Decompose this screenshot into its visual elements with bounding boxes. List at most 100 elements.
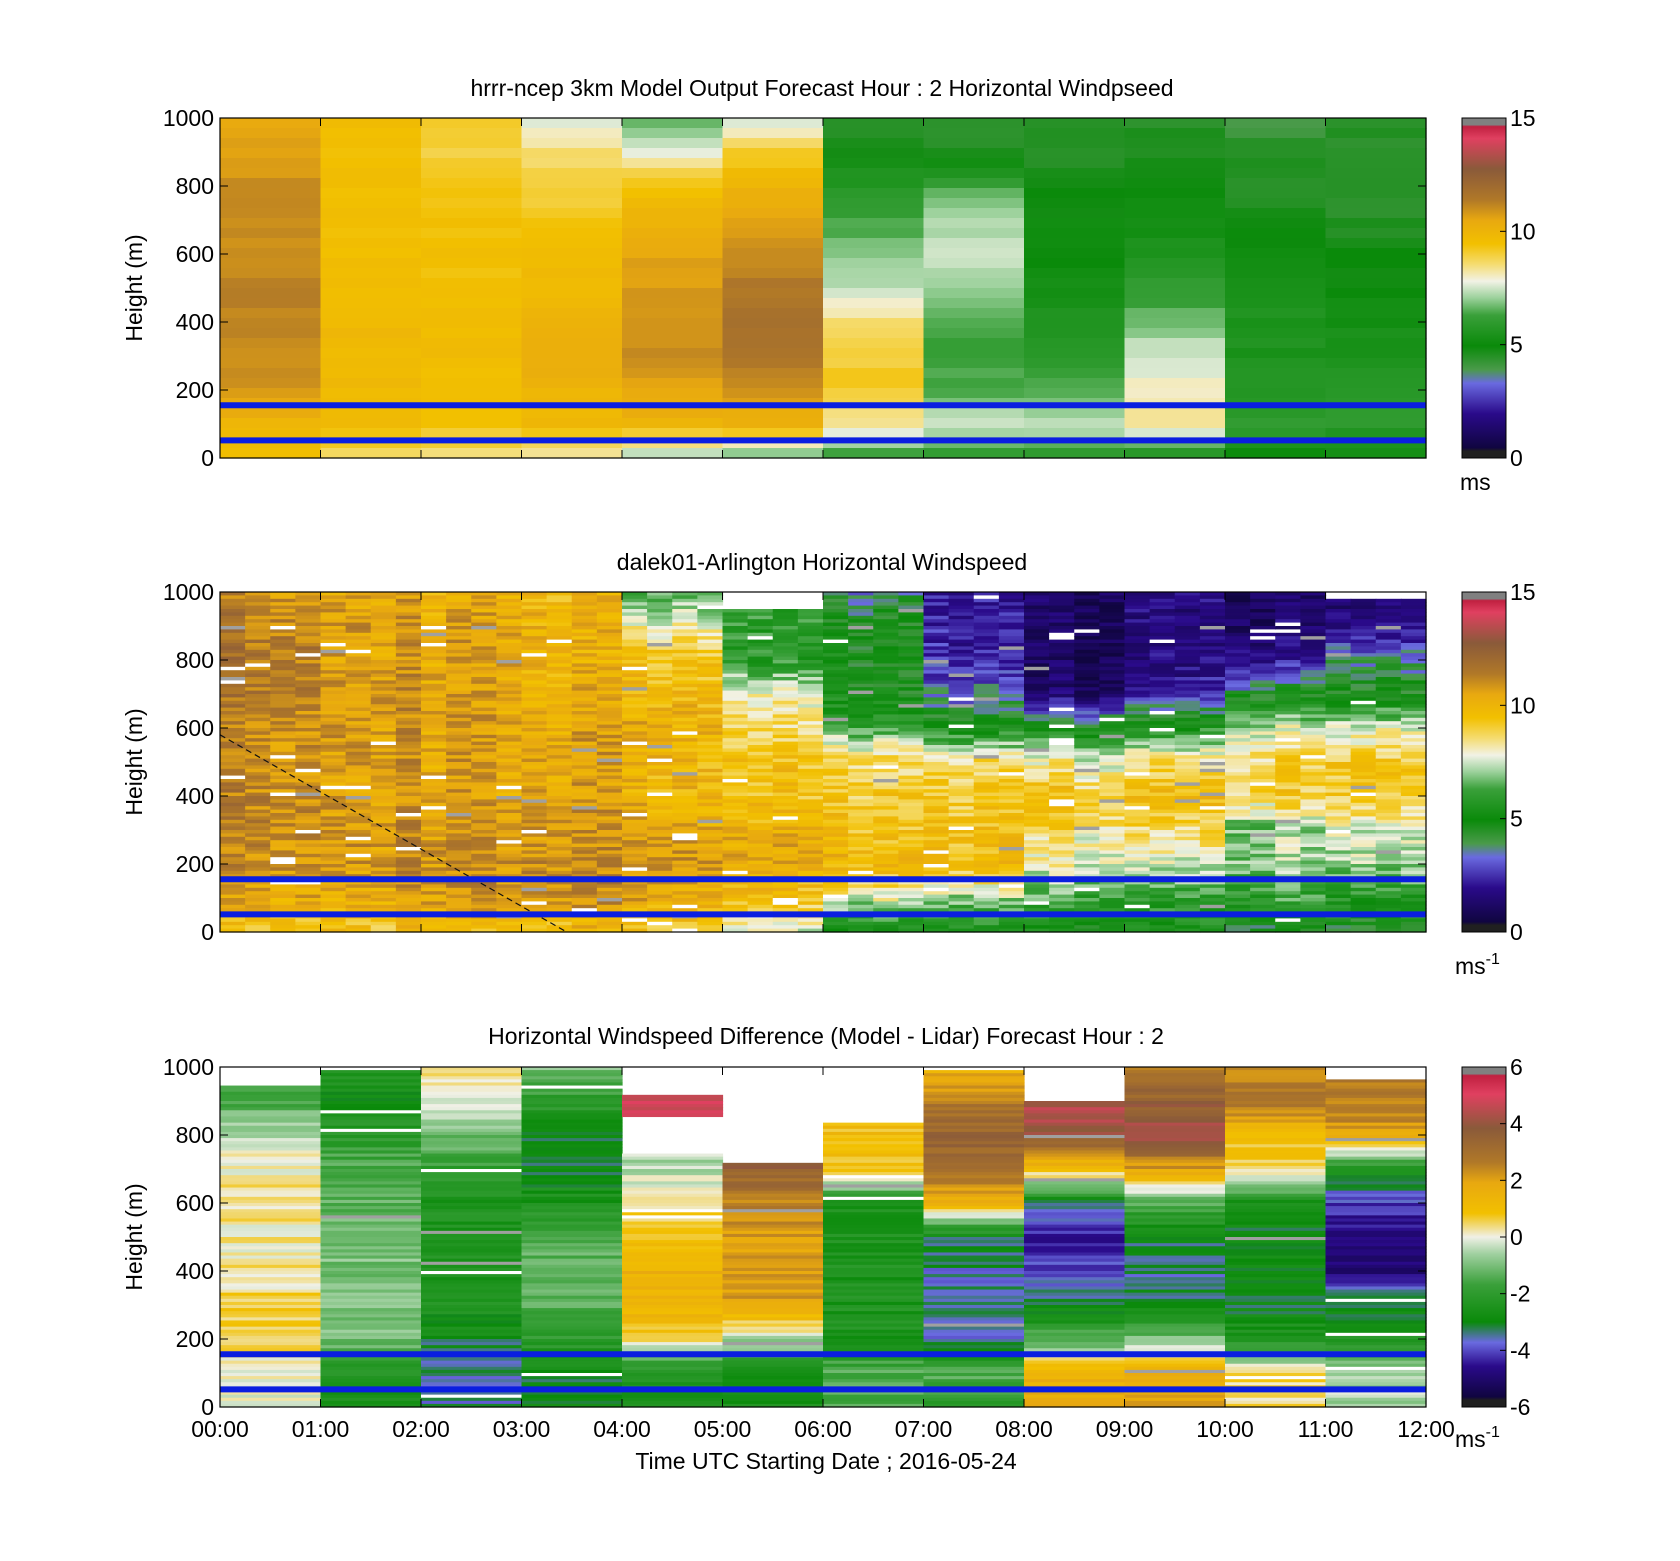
heatmap-cell bbox=[1275, 683, 1301, 688]
heatmap-cell bbox=[596, 649, 623, 654]
heatmap-cell bbox=[1250, 714, 1276, 719]
heatmap-cell bbox=[1199, 779, 1226, 783]
heatmap-cell bbox=[898, 646, 925, 651]
heatmap-cell bbox=[923, 799, 950, 804]
heatmap-cell bbox=[697, 724, 724, 729]
heatmap-cell bbox=[295, 711, 322, 715]
heatmap-cell bbox=[1325, 666, 1352, 671]
heatmap-cell bbox=[747, 707, 774, 712]
heatmap-cell bbox=[1074, 694, 1100, 698]
heatmap-cell bbox=[295, 663, 322, 668]
heatmap-cell bbox=[672, 819, 698, 824]
heatmap-cell bbox=[220, 128, 322, 139]
heatmap-cell bbox=[1149, 921, 1176, 926]
heatmap-cell bbox=[722, 779, 749, 783]
heatmap-cell bbox=[546, 799, 573, 804]
heatmap-cell bbox=[948, 745, 975, 749]
heatmap-cell bbox=[421, 908, 447, 913]
heatmap-cell bbox=[998, 819, 1025, 824]
heatmap-cell bbox=[370, 806, 397, 811]
heatmap-cell bbox=[1325, 724, 1352, 729]
heatmap-cell bbox=[220, 823, 246, 828]
heatmap-cell bbox=[1049, 683, 1075, 688]
heatmap-cell bbox=[948, 765, 975, 770]
heatmap-cell bbox=[923, 595, 950, 600]
heatmap-cell bbox=[295, 687, 322, 692]
heatmap-cell bbox=[446, 717, 472, 722]
heatmap-cell bbox=[395, 908, 422, 913]
heatmap-cell bbox=[973, 864, 1000, 868]
heatmap-cell bbox=[1275, 768, 1301, 773]
heatmap-cell bbox=[370, 683, 397, 688]
heatmap-cell bbox=[320, 881, 347, 885]
heatmap-cell bbox=[1350, 666, 1377, 671]
heatmap-cell bbox=[923, 765, 950, 770]
heatmap-cell bbox=[923, 721, 950, 726]
heatmap-cell bbox=[797, 860, 824, 865]
heatmap-cell bbox=[647, 819, 673, 824]
heatmap-cell bbox=[521, 694, 548, 698]
heatmap-cell bbox=[220, 721, 246, 726]
heatmap-cell bbox=[1325, 673, 1352, 678]
heatmap-cell bbox=[395, 860, 422, 865]
heatmap-cell bbox=[421, 928, 447, 933]
heatmap-cell bbox=[270, 639, 296, 644]
heatmap-cell bbox=[345, 721, 372, 726]
heatmap-cell bbox=[270, 908, 296, 913]
heatmap-cell bbox=[521, 751, 548, 756]
heatmap-cell bbox=[1225, 823, 1251, 828]
heatmap-cell bbox=[1174, 602, 1201, 607]
heatmap-cell bbox=[923, 328, 1025, 339]
heatmap-cell bbox=[571, 731, 598, 736]
heatmap-cell bbox=[722, 615, 749, 620]
heatmap-cell bbox=[898, 816, 925, 821]
heatmap-cell bbox=[672, 619, 698, 624]
heatmap-cell bbox=[1124, 338, 1226, 349]
heatmap-cell bbox=[1174, 901, 1201, 906]
heatmap-cell bbox=[496, 609, 523, 613]
heatmap-cell bbox=[823, 138, 925, 149]
heatmap-cell bbox=[446, 765, 472, 770]
heatmap-cell bbox=[546, 639, 573, 644]
heatmap-cell bbox=[873, 813, 899, 817]
heatmap-cell bbox=[622, 358, 724, 369]
heatmap-cell bbox=[647, 918, 673, 923]
heatmap-cell bbox=[1225, 238, 1327, 249]
heatmap-cell bbox=[923, 700, 950, 705]
heatmap-cell bbox=[320, 418, 422, 429]
heatmap-cell bbox=[1149, 870, 1176, 875]
heatmap-cell bbox=[1099, 843, 1126, 848]
heatmap-cell bbox=[1300, 612, 1327, 617]
heatmap-cell bbox=[772, 646, 799, 651]
heatmap-cell bbox=[797, 819, 824, 824]
heatmap-cell bbox=[496, 789, 523, 794]
heatmap-cell bbox=[446, 721, 472, 726]
heatmap-cell bbox=[1024, 602, 1050, 607]
heatmap-cell bbox=[245, 813, 271, 817]
heatmap-cell bbox=[320, 864, 347, 868]
heatmap-cell bbox=[1049, 847, 1075, 851]
heatmap-cell bbox=[873, 629, 899, 634]
heatmap-cell bbox=[245, 792, 271, 797]
heatmap-cell bbox=[320, 649, 347, 654]
heatmap-cell bbox=[395, 690, 422, 695]
heatmap-cell bbox=[923, 622, 950, 627]
heatmap-cell bbox=[521, 208, 623, 219]
heatmap-cell bbox=[1074, 649, 1100, 654]
heatmap-cell bbox=[1074, 904, 1100, 909]
heatmap-cell bbox=[1199, 636, 1226, 641]
heatmap-cell bbox=[622, 619, 648, 624]
heatmap-cell bbox=[772, 680, 799, 685]
heatmap-cell bbox=[421, 288, 523, 299]
heatmap-cell bbox=[1099, 748, 1126, 753]
heatmap-cell bbox=[295, 836, 322, 841]
heatmap-cell bbox=[320, 714, 347, 719]
heatmap-cell bbox=[295, 867, 322, 872]
heatmap-cell bbox=[1024, 857, 1050, 862]
heatmap-cell bbox=[923, 248, 1025, 259]
heatmap-cell bbox=[797, 823, 824, 828]
heatmap-cell bbox=[270, 904, 296, 909]
heatmap-cell bbox=[546, 836, 573, 841]
heatmap-cell bbox=[1199, 687, 1226, 692]
heatmap-cell bbox=[873, 622, 899, 627]
